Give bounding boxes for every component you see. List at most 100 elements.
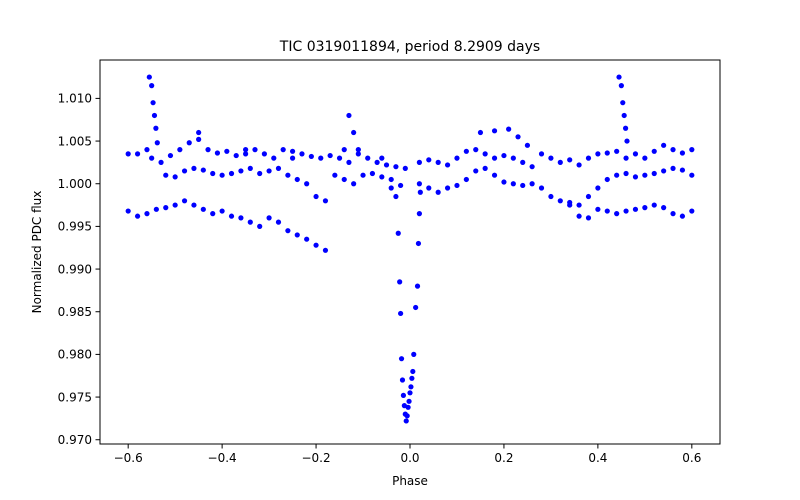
data-point: [313, 242, 319, 248]
data-point: [651, 148, 657, 154]
x-tick-label: 0.0: [400, 451, 419, 465]
data-point: [510, 181, 516, 187]
data-point: [181, 198, 188, 204]
data-point: [332, 172, 338, 178]
data-point: [520, 182, 526, 189]
data-point: [670, 165, 676, 171]
data-point: [186, 140, 192, 146]
data-point: [491, 128, 498, 134]
data-point: [623, 170, 629, 177]
data-point: [383, 162, 390, 168]
data-point: [529, 181, 535, 187]
data-point: [252, 147, 258, 153]
data-point: [661, 142, 667, 148]
data-point: [454, 155, 460, 161]
data-point: [285, 172, 291, 178]
data-point: [351, 181, 357, 187]
data-point: [257, 170, 263, 177]
data-point: [219, 208, 225, 214]
data-point: [416, 159, 422, 165]
y-tick-label: 0.995: [58, 220, 92, 234]
data-point: [205, 147, 211, 153]
data-point: [341, 176, 347, 183]
data-point: [416, 211, 422, 217]
x-tick-label: −0.6: [114, 451, 143, 465]
data-point: [318, 155, 324, 161]
data-point: [243, 151, 249, 157]
data-point: [689, 172, 695, 178]
data-point: [398, 182, 404, 189]
point-group-5: [146, 74, 630, 146]
data-point: [243, 147, 249, 153]
data-point: [134, 151, 141, 157]
y-tick-label: 0.970: [58, 433, 92, 447]
y-tick-label: 1.005: [58, 134, 92, 148]
data-point: [210, 211, 216, 217]
data-point: [482, 165, 488, 171]
y-tick-label: 0.985: [58, 305, 92, 319]
data-point: [322, 198, 329, 204]
data-point: [327, 152, 333, 159]
data-point: [604, 150, 610, 156]
point-group-3: [125, 198, 695, 253]
data-point: [520, 159, 526, 165]
data-point: [402, 165, 408, 171]
data-point: [435, 159, 441, 165]
data-point: [233, 152, 239, 159]
data-point: [444, 185, 451, 191]
data-point: [614, 148, 620, 154]
data-point: [294, 232, 300, 238]
data-point: [651, 202, 657, 208]
x-tick-label: 0.4: [588, 451, 607, 465]
data-point: [444, 162, 451, 168]
data-point: [247, 165, 253, 171]
data-point: [614, 172, 620, 178]
x-tick-label: −0.2: [301, 451, 330, 465]
data-point: [576, 213, 582, 219]
data-point: [413, 304, 419, 311]
data-point: [163, 205, 169, 211]
data-point: [154, 140, 160, 146]
data-point: [219, 172, 225, 178]
data-point: [308, 153, 314, 160]
data-point: [642, 155, 648, 161]
x-tick-label: −0.4: [208, 451, 237, 465]
data-point: [275, 165, 282, 171]
x-axis-label: Phase: [392, 474, 428, 488]
data-point: [299, 151, 305, 157]
data-point: [624, 138, 630, 144]
data-point: [510, 155, 516, 161]
data-point: [379, 174, 385, 180]
data-point: [405, 404, 411, 410]
data-point: [177, 147, 183, 153]
data-point: [351, 129, 357, 136]
data-point: [134, 213, 141, 219]
data-point: [369, 170, 376, 177]
data-point: [399, 377, 406, 383]
data-point: [408, 384, 414, 390]
data-point: [670, 147, 676, 153]
data-point: [689, 147, 695, 153]
data-point: [463, 148, 469, 154]
data-point: [172, 202, 178, 208]
data-point: [388, 185, 394, 191]
data-point: [398, 310, 404, 317]
data-point: [411, 351, 417, 357]
data-point: [661, 205, 667, 211]
data-point: [322, 247, 329, 253]
data-point: [238, 215, 244, 221]
data-point: [623, 155, 629, 161]
data-point: [294, 176, 300, 183]
data-point: [557, 159, 563, 165]
point-group-2: [163, 165, 695, 208]
data-point: [360, 172, 366, 178]
data-point: [341, 147, 347, 153]
point-group-4: [196, 112, 531, 161]
data-point: [548, 155, 554, 161]
data-point: [567, 202, 573, 208]
data-point: [200, 206, 206, 212]
data-point: [651, 170, 657, 177]
data-point: [393, 164, 399, 170]
data-point: [304, 181, 310, 187]
data-point: [400, 392, 407, 398]
